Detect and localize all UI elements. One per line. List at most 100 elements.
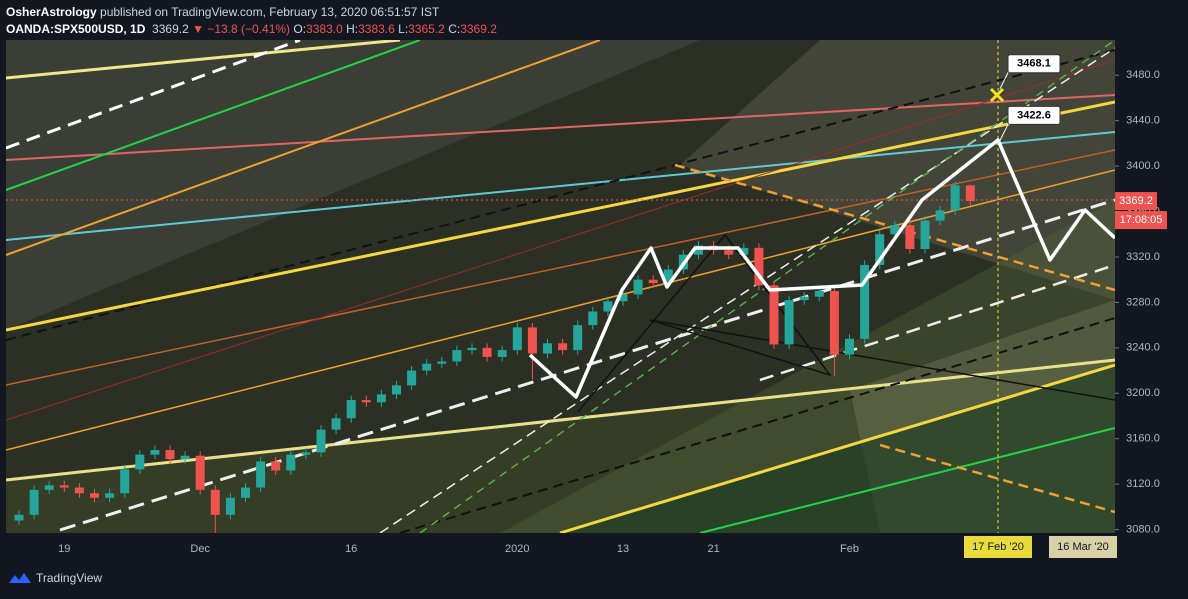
candle-body	[467, 347, 477, 351]
candle-body	[527, 327, 537, 354]
callout-label: 3422.6	[1017, 109, 1051, 121]
candle-body	[694, 245, 703, 255]
ohlc-value: 3369.2	[460, 22, 497, 36]
x-tick-label: 13	[617, 543, 629, 555]
candle-body	[407, 370, 417, 386]
ohlc-label: H:	[346, 22, 359, 36]
y-tick-label: 3120.0	[1126, 478, 1160, 490]
candle-body	[316, 429, 326, 453]
y-tick-label: 3080.0	[1126, 523, 1160, 535]
candle-body	[754, 247, 764, 286]
projection-path	[528, 138, 1115, 399]
candle-body	[905, 225, 915, 250]
candle-body	[814, 291, 824, 297]
ohlc-label: O:	[293, 22, 307, 36]
candle-body	[256, 461, 266, 488]
candle-body	[799, 296, 809, 301]
candle-body	[452, 350, 462, 362]
candle-body	[105, 493, 115, 498]
candle-body	[588, 311, 598, 326]
candle-body	[74, 487, 84, 494]
callout-label: 3468.1	[1017, 58, 1051, 70]
ohlc-value: 3383.0	[306, 22, 343, 36]
candle-body	[180, 455, 190, 460]
y-tick-label: 3400.0	[1126, 160, 1160, 172]
candle-body	[512, 327, 522, 351]
candle-body	[271, 461, 281, 471]
symbol: OANDA:SPX500USD, 1D	[6, 22, 146, 36]
y-tick-label: 3200.0	[1126, 387, 1160, 399]
ohlc-label: C:	[448, 22, 461, 36]
candle-body	[543, 343, 552, 354]
countdown: 17:08:05	[1120, 214, 1163, 226]
overlay: 3080.0 3120.0 3160.0 3200.0 3240.0 3280.0 3320…	[58, 54, 1167, 558]
y-tick-label: 3320.0	[1126, 251, 1160, 263]
candle-body	[346, 400, 356, 419]
callout-box	[1007, 105, 1061, 125]
candle-body	[392, 385, 401, 395]
candle-body	[150, 450, 160, 455]
candle-body	[633, 279, 643, 295]
y-axis-bg	[1115, 40, 1188, 565]
candle-body	[195, 455, 205, 490]
candle-body	[950, 185, 960, 211]
callout-box	[1007, 54, 1061, 74]
candle-body	[14, 514, 24, 521]
candle-body	[165, 450, 175, 460]
candle-body	[648, 279, 658, 284]
candle-body	[482, 347, 492, 357]
last-price-label: 3369.2	[1119, 195, 1153, 207]
drawings	[6, 40, 1115, 533]
countdown-tag	[1115, 211, 1167, 230]
date-marker-box	[1049, 536, 1117, 558]
candle-body	[44, 485, 54, 490]
candle-body	[875, 234, 885, 265]
y-tick-label: 3280.0	[1126, 296, 1160, 308]
candle-body	[890, 225, 900, 235]
date-marker-box	[964, 536, 1032, 558]
candle-body	[920, 220, 930, 250]
candle-body	[210, 489, 220, 515]
brand: TradingView	[36, 571, 103, 585]
x-axis-bg	[0, 533, 1115, 565]
candle-body	[965, 185, 975, 202]
candle-body	[829, 291, 839, 355]
candle-body	[120, 469, 130, 494]
candle-body	[301, 452, 311, 455]
target-marker	[989, 87, 1005, 103]
candle-body	[422, 363, 432, 371]
fan-shade	[6, 40, 700, 330]
published: published on TradingView.com, February 1…	[100, 5, 440, 19]
candle-body	[784, 300, 794, 345]
x-tick-label: 21	[707, 543, 719, 555]
ohlc-value: 3383.6	[358, 22, 395, 36]
publish-line: OsherAstrology published on TradingView.…	[6, 4, 497, 21]
footer: TradingView	[8, 571, 102, 585]
candle-body	[90, 493, 99, 498]
candle-body	[618, 294, 628, 302]
candle-body	[241, 487, 250, 498]
date-marker: 17 Feb '20	[972, 541, 1024, 553]
candle-body	[497, 350, 507, 357]
x-tick-label: Dec	[190, 543, 210, 555]
x-tick-label: 19	[58, 543, 70, 555]
y-tick-label: 3240.0	[1126, 342, 1160, 354]
candle-body	[663, 269, 673, 284]
candle-body	[286, 454, 296, 471]
x-tick-label: Feb	[840, 543, 859, 555]
candle-body	[603, 301, 613, 312]
candle-body	[724, 250, 734, 255]
candle-body	[739, 247, 749, 255]
candle-body	[573, 325, 583, 351]
last: 3369.2	[152, 22, 189, 36]
ohlc: O:3383.0 H:3383.6 L:3365.2 C:3369.2	[293, 22, 497, 36]
change: ▼ −13.8 (−0.41%)	[192, 22, 291, 36]
author: OsherAstrology	[6, 5, 97, 19]
candle-body	[437, 361, 447, 364]
candle-body	[376, 394, 386, 403]
candle-body	[769, 285, 779, 345]
candles	[14, 180, 975, 533]
candle-body	[59, 485, 69, 488]
candle-body	[935, 210, 945, 221]
